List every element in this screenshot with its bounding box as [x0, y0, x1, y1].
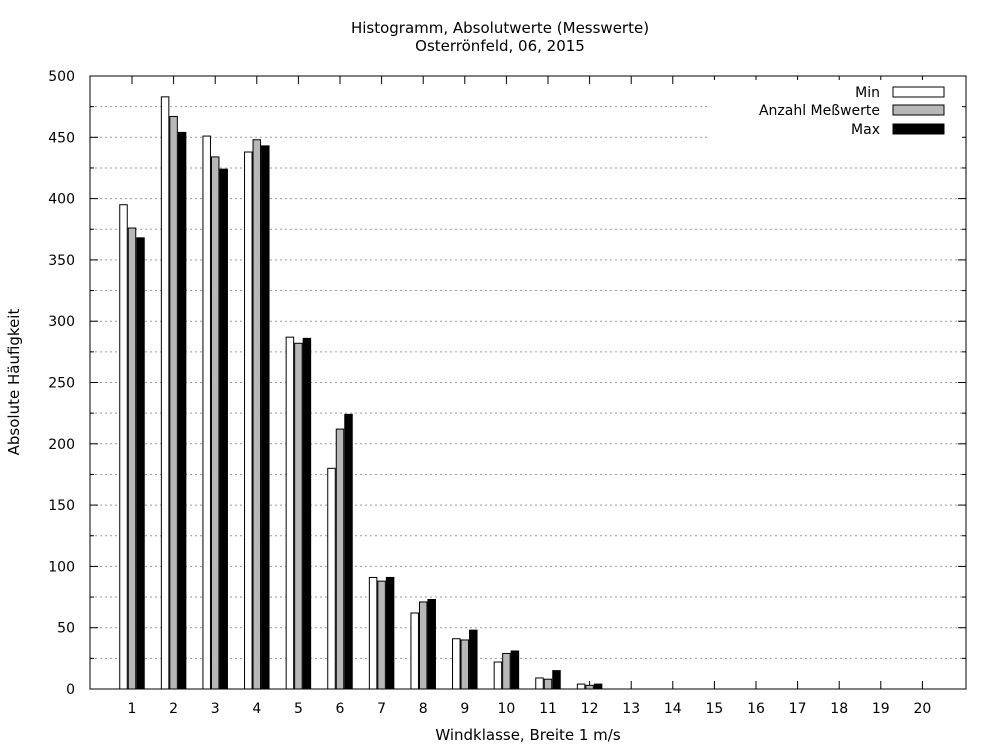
bar — [120, 205, 128, 689]
y-tick-label: 500 — [48, 69, 75, 85]
y-tick-label: 50 — [57, 621, 75, 637]
bar — [586, 685, 594, 689]
x-axis-label: Windklasse, Breite 1 m/s — [0, 726, 1000, 744]
bar — [453, 639, 461, 689]
y-axis-label: Absolute Häufigkeit — [5, 309, 23, 456]
bar — [419, 602, 427, 689]
x-tick-label: 8 — [419, 701, 428, 717]
bar — [137, 238, 145, 689]
x-tick-label: 20 — [913, 701, 931, 717]
y-tick-label: 300 — [48, 314, 75, 330]
x-tick-label: 2 — [169, 701, 178, 717]
bar — [594, 684, 602, 689]
bar — [411, 613, 419, 689]
bar — [494, 662, 502, 689]
y-tick-label: 450 — [48, 130, 75, 146]
bar — [170, 116, 178, 689]
legend-swatch — [893, 87, 944, 97]
x-tick-label: 13 — [622, 701, 640, 717]
bar — [245, 152, 253, 689]
x-tick-label: 1 — [128, 701, 137, 717]
y-tick-label: 400 — [48, 192, 75, 208]
legend-swatch — [893, 105, 944, 115]
x-tick-label: 17 — [789, 701, 807, 717]
bar — [544, 679, 552, 689]
legend-swatch — [893, 124, 944, 134]
y-tick-label: 200 — [48, 437, 75, 453]
bar — [386, 577, 394, 689]
bar — [161, 97, 169, 689]
x-tick-label: 4 — [252, 701, 261, 717]
bar — [128, 228, 136, 689]
bar — [328, 468, 336, 689]
bar — [503, 653, 511, 689]
bar — [303, 338, 311, 689]
bar — [295, 343, 303, 689]
bar — [253, 140, 260, 689]
bar — [470, 630, 478, 689]
bar — [203, 136, 211, 689]
y-tick-label: 100 — [48, 559, 75, 575]
bar — [369, 577, 377, 689]
x-tick-label: 7 — [377, 701, 386, 717]
legend-label: Min — [855, 85, 880, 101]
bar — [461, 640, 469, 689]
bar — [286, 337, 294, 689]
x-tick-label: 3 — [211, 701, 220, 717]
x-tick-label: 14 — [664, 701, 682, 717]
bar — [428, 600, 436, 689]
x-tick-label: 6 — [336, 701, 345, 717]
y-tick-label: 0 — [66, 682, 75, 698]
bar — [536, 678, 544, 689]
y-tick-label: 250 — [48, 376, 75, 392]
bar — [345, 414, 353, 689]
bar — [262, 146, 270, 689]
legend-label: Anzahl Meßwerte — [759, 103, 880, 119]
bar — [511, 651, 519, 689]
legend-label: Max — [851, 122, 880, 138]
x-tick-label: 12 — [581, 701, 599, 717]
bar — [577, 684, 585, 689]
y-tick-label: 350 — [48, 253, 75, 269]
x-tick-label: 15 — [705, 701, 723, 717]
y-tick-label: 150 — [48, 498, 75, 514]
bar — [211, 157, 219, 689]
bar — [178, 132, 186, 689]
x-tick-label: 19 — [872, 701, 890, 717]
x-tick-label: 18 — [830, 701, 848, 717]
x-tick-label: 10 — [497, 701, 515, 717]
x-tick-label: 9 — [460, 701, 469, 717]
bar — [220, 169, 228, 689]
x-tick-label: 5 — [294, 701, 303, 717]
bar — [553, 671, 561, 689]
bar — [336, 429, 344, 689]
bar — [378, 581, 386, 689]
x-tick-label: 11 — [539, 701, 557, 717]
x-tick-label: 16 — [747, 701, 765, 717]
